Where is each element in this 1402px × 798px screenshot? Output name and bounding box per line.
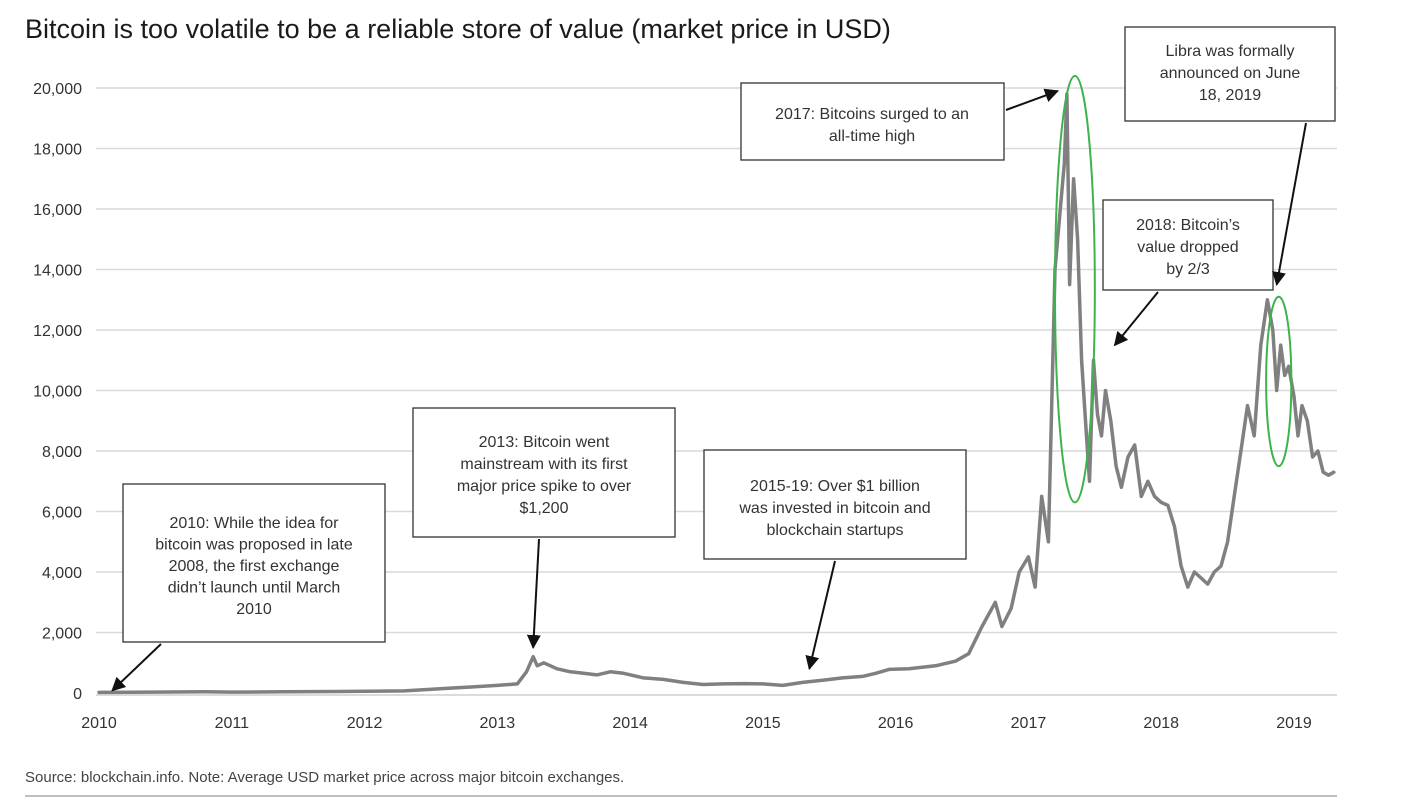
annotation-text-line: blockchain startups — [767, 522, 904, 539]
x-tick-label: 2012 — [347, 715, 383, 732]
x-tick-label: 2010 — [81, 715, 117, 732]
annotation-text-line: 2013: Bitcoin went — [479, 434, 610, 451]
annotation-arrow — [1005, 88, 1059, 111]
highlight-ellipses — [1054, 74, 1293, 504]
price-series-line — [97, 92, 1336, 695]
annotation-0: 2010: While the idea for bitcoin was prop… — [111, 483, 386, 692]
annotation-arrow — [526, 538, 541, 650]
y-tick-label: 0 — [73, 686, 82, 703]
annotation-text-line: $1,200 — [520, 500, 569, 517]
x-tick-label: 2016 — [878, 715, 914, 732]
y-tick-label: 12,000 — [33, 323, 82, 340]
annotation-text-line: all-time high — [829, 128, 915, 145]
annotation-text-line: 18, 2019 — [1199, 87, 1261, 104]
y-tick-label: 8,000 — [42, 444, 82, 461]
annotation-text-line: mainstream with its first — [460, 456, 628, 473]
annotation-box — [122, 483, 386, 643]
x-tick-label: 2017 — [1011, 715, 1047, 732]
highlight-ellipse-1 — [1265, 295, 1293, 468]
annotation-text-line: 2017: Bitcoins surged to an — [775, 106, 969, 123]
x-tick-label: 2013 — [480, 715, 516, 732]
annotation-text-line: 2008, the first exchange — [169, 558, 340, 575]
annotation-1: 2013: Bitcoin went mainstream with its fi… — [412, 407, 676, 650]
annotation-arrow — [1113, 291, 1159, 347]
annotation-arrow — [1272, 122, 1307, 287]
annotation-text-line: value dropped — [1137, 239, 1238, 256]
annotation-text-line: 2018: Bitcoin’s — [1136, 217, 1240, 234]
y-tick-label: 16,000 — [33, 202, 82, 219]
y-tick-label: 20,000 — [33, 81, 82, 98]
annotation-box — [1102, 199, 1274, 291]
x-axis-ticks: 2010 2011 2012 2013 2014 2015 2016 2017 2018 2019 — [81, 715, 1312, 732]
y-tick-label: 18,000 — [33, 142, 82, 159]
y-tick-label: 4,000 — [42, 565, 82, 582]
chart-title: Bitcoin is too volatile to be a reliable… — [25, 14, 891, 44]
annotations: 2010: While the idea for bitcoin was prop… — [111, 26, 1336, 692]
annotation-2: 2015-19: Over $1 billion was invested in … — [703, 449, 967, 671]
annotation-text-line: major price spike to over — [457, 478, 632, 495]
x-tick-label: 2018 — [1143, 715, 1179, 732]
annotation-text-line: 2010 — [236, 601, 272, 618]
annotation-box — [1124, 26, 1336, 122]
y-tick-label: 10,000 — [33, 384, 82, 401]
annotation-4: 2018: Bitcoin’s value dropped by 2/3 — [1102, 199, 1274, 347]
x-tick-label: 2019 — [1276, 715, 1312, 732]
y-tick-label: 14,000 — [33, 263, 82, 280]
annotation-box — [412, 407, 676, 538]
highlight-ellipse-0 — [1054, 74, 1096, 504]
annotation-3: 2017: Bitcoins surged to an all-time high — [740, 82, 1059, 161]
annotation-arrow — [111, 643, 162, 692]
y-tick-label: 6,000 — [42, 505, 82, 522]
annotation-text-line: by 2/3 — [1166, 261, 1210, 278]
annotation-text-line: was invested in bitcoin and — [738, 500, 930, 517]
annotation-text-line: announced on June — [1160, 65, 1301, 82]
x-tick-label: 2015 — [745, 715, 781, 732]
source-note: Source: blockchain.info. Note: Average U… — [25, 769, 624, 786]
annotation-text-line: bitcoin was proposed in late — [155, 537, 353, 554]
annotation-text-line: Libra was formally — [1166, 43, 1295, 60]
annotation-5: Libra was formally announced on June 18, 2… — [1124, 26, 1336, 287]
annotation-box — [740, 82, 1005, 161]
y-axis-ticks: 0 2,000 4,000 6,000 8,000 10,000 12,000 14,000 1… — [33, 81, 82, 703]
annotation-text-line: 2010: While the idea for — [170, 515, 340, 532]
annotation-text-line: didn’t launch until March — [168, 580, 341, 597]
annotation-text-line: 2015-19: Over $1 billion — [750, 478, 920, 495]
x-tick-label: 2011 — [215, 715, 250, 732]
x-tick-label: 2014 — [612, 715, 648, 732]
annotation-arrow — [805, 560, 836, 671]
annotation-box — [703, 449, 967, 560]
y-tick-label: 2,000 — [42, 626, 82, 643]
